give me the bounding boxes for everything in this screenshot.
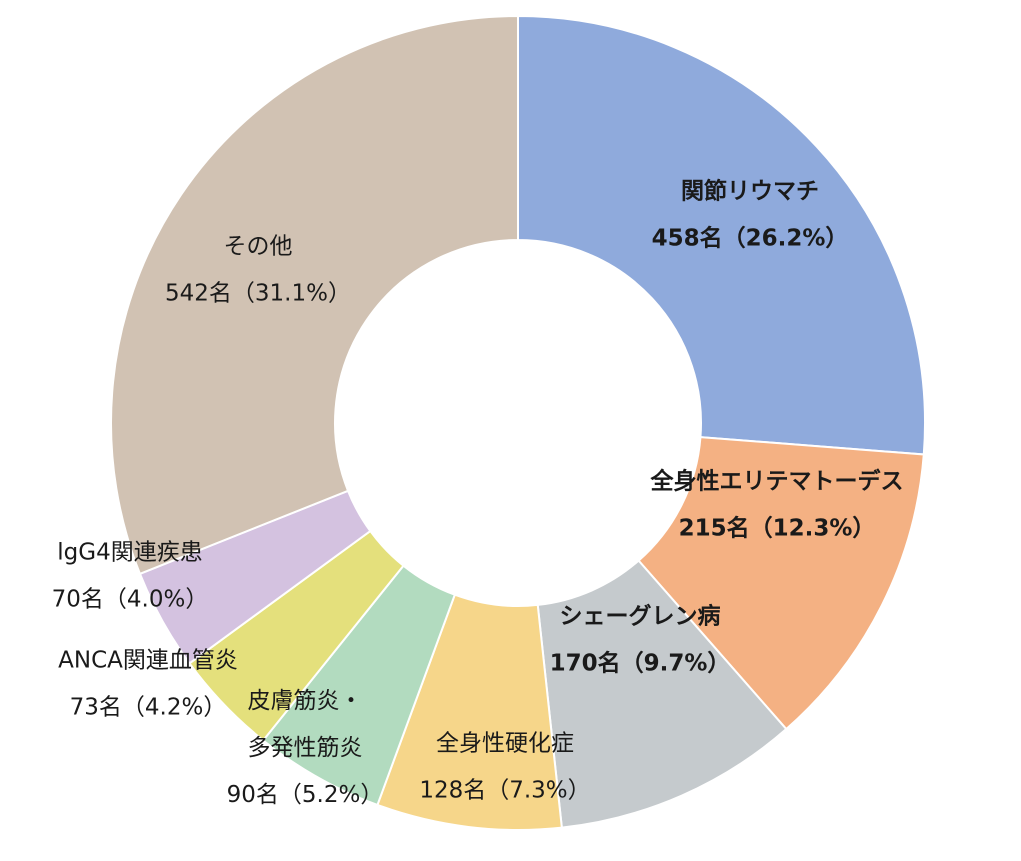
slice-value-label: 542名（31.1%） <box>165 281 351 307</box>
slice-value-label: 128名（7.3%） <box>419 778 590 804</box>
slice-value-label: 73名（4.2%） <box>70 695 227 721</box>
donut-slice <box>637 436 925 731</box>
donut-slice <box>536 559 788 829</box>
slice-label: ANCA関連血管炎 <box>58 648 238 674</box>
slices-layer <box>110 14 926 831</box>
slice-value-label: 90名（5.2%） <box>227 782 384 808</box>
donut-slice <box>110 14 519 576</box>
slice-label: その他 <box>224 234 293 260</box>
slice-value-label: 458名（26.2%） <box>652 225 849 252</box>
slice-label: lgG4関連疾患 <box>57 540 202 566</box>
slice-label: 皮膚筋炎・ <box>248 688 363 714</box>
slice-label: 全身性エリテマトーデス <box>650 468 904 495</box>
labels-layer: 関節リウマチ 458名（26.2%） 全身性エリテマトーデス 215名（12.3%） シ… <box>52 178 904 809</box>
donut-slice <box>517 14 926 456</box>
slice-label: 関節リウマチ <box>681 178 819 205</box>
slice-value-label: 215名（12.3%） <box>679 515 876 542</box>
slice-value-label: 70名（4.0%） <box>52 587 209 613</box>
slice-value-label: 170名（9.7%） <box>550 650 731 677</box>
slice-label: 多発性筋炎 <box>248 735 363 761</box>
slice-label: シェーグレン病 <box>560 603 721 630</box>
slice-label: 全身性硬化症 <box>436 731 574 757</box>
